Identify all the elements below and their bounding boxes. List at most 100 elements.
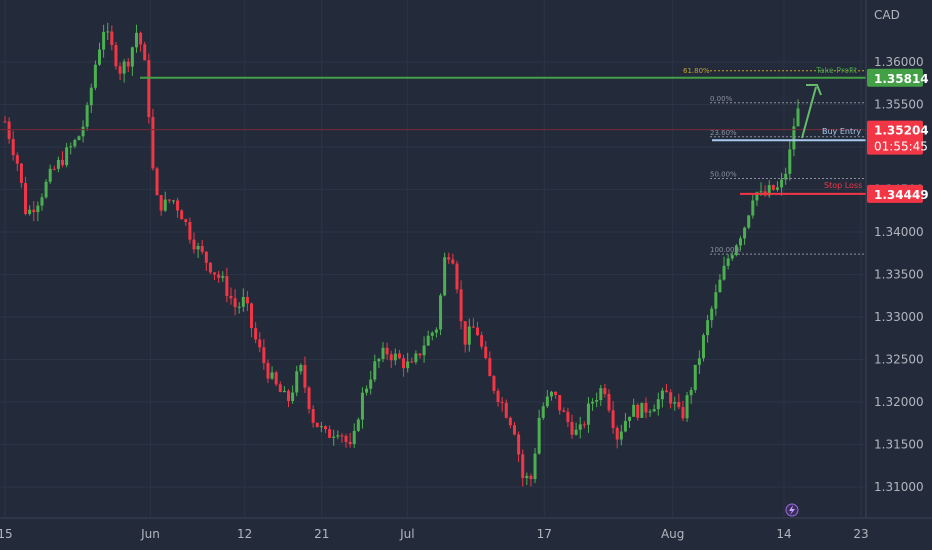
candle-body	[56, 159, 60, 169]
x-tick-label: 23	[853, 527, 868, 541]
candle-body	[287, 390, 291, 401]
candle-body	[422, 345, 426, 356]
fib-level-label: 100.00%	[710, 246, 741, 254]
candle-body	[759, 191, 763, 193]
candle-body	[352, 430, 356, 445]
candlestick-series	[0, 22, 866, 487]
lightning-icon[interactable]	[785, 503, 799, 517]
x-tick-label: 12	[237, 527, 252, 541]
candle-body	[348, 441, 352, 445]
trade-levels: 61.80% Take Profit Buy Entry Stop Loss	[140, 66, 866, 195]
x-tick-label: 14	[776, 527, 791, 541]
candle-body	[208, 262, 212, 273]
candle-body	[443, 257, 447, 296]
take-profit-price-badge: 1.35814	[867, 68, 929, 87]
candle-body	[430, 332, 434, 336]
candle-body	[492, 376, 496, 391]
candle-body	[397, 353, 401, 359]
candle-body	[554, 391, 558, 396]
candle-body	[106, 31, 110, 33]
bar-countdown: 01:55:45	[874, 140, 928, 154]
candle-body	[586, 403, 590, 425]
candle-body	[180, 210, 184, 220]
candle-body	[126, 61, 130, 67]
y-tick-label: 1.35500	[874, 98, 924, 112]
candle-body	[110, 31, 114, 46]
candle-body	[307, 387, 311, 410]
candle-body	[7, 121, 11, 140]
candle-body	[619, 431, 623, 440]
candle-body	[102, 31, 106, 50]
projection-arrow	[801, 84, 822, 139]
candle-body	[673, 402, 677, 404]
take-profit-label: Take Profit	[815, 66, 857, 75]
candle-body	[98, 49, 102, 65]
candle-body	[545, 396, 549, 407]
candle-body	[196, 246, 200, 250]
candle-body	[755, 192, 759, 201]
candle-body	[644, 402, 648, 413]
candle-body	[615, 427, 619, 440]
candle-body	[751, 200, 755, 216]
candle-body	[229, 295, 233, 299]
stop-loss-price-label: 1.34449	[874, 188, 929, 202]
candle-body	[262, 347, 266, 363]
candle-body	[250, 303, 254, 329]
candle-body	[426, 335, 430, 346]
candle-body	[471, 326, 475, 328]
y-tick-label: 1.33500	[874, 268, 924, 282]
candle-body	[73, 140, 77, 147]
fib-take-profit-label: 61.80%	[683, 67, 710, 75]
candle-body	[714, 292, 718, 309]
x-tick-label: 15	[0, 527, 13, 541]
candle-body	[480, 335, 484, 347]
fibonacci-retracement: 0.00% 23.60% 50.00% 100.00%	[710, 95, 866, 255]
candle-body	[241, 296, 245, 307]
candle-body	[434, 329, 438, 333]
candle-body	[517, 434, 521, 455]
candle-body	[722, 265, 726, 280]
candle-body	[628, 416, 632, 421]
candle-body	[549, 391, 553, 397]
candle-body	[65, 147, 69, 166]
candle-body	[541, 406, 545, 418]
candle-body	[311, 409, 315, 423]
candle-body	[11, 139, 15, 156]
candle-body	[734, 245, 738, 256]
take-profit-price-label: 1.35814	[874, 72, 929, 86]
candle-body	[512, 425, 516, 435]
candle-body	[151, 117, 155, 169]
currency-badge[interactable]	[867, 5, 923, 25]
candle-body	[274, 372, 278, 385]
candle-body	[792, 126, 796, 150]
candle-body	[402, 358, 406, 369]
buy-entry-label: Buy Entry	[822, 127, 861, 136]
candle-body	[697, 358, 701, 365]
candle-body	[385, 347, 389, 355]
candle-body	[167, 199, 171, 201]
candle-body	[562, 410, 566, 412]
y-tick-label: 1.32000	[874, 395, 924, 409]
candle-body	[796, 108, 800, 127]
candle-body	[344, 435, 348, 442]
candle-body	[500, 401, 504, 403]
last-price-badge: 1.35204 01:55:45	[867, 120, 929, 155]
candle-body	[665, 390, 669, 393]
stop-loss-label: Stop Loss	[824, 181, 862, 190]
candle-body	[595, 400, 599, 402]
candle-body	[784, 173, 788, 180]
y-tick-label: 1.33000	[874, 310, 924, 324]
candle-body	[369, 379, 373, 389]
candle-body	[200, 246, 204, 252]
candle-body	[467, 326, 471, 345]
candle-body	[775, 187, 779, 190]
candle-body	[410, 361, 414, 363]
candle-body	[574, 429, 578, 435]
x-tick-label: 17	[537, 527, 552, 541]
candle-body	[217, 274, 221, 278]
candle-body	[270, 372, 274, 379]
candle-body	[278, 384, 282, 393]
x-axis-ticks[interactable]: 15 Jun 12 21 Jul 17 Aug 14 23	[0, 527, 869, 541]
candle-body	[521, 454, 525, 479]
